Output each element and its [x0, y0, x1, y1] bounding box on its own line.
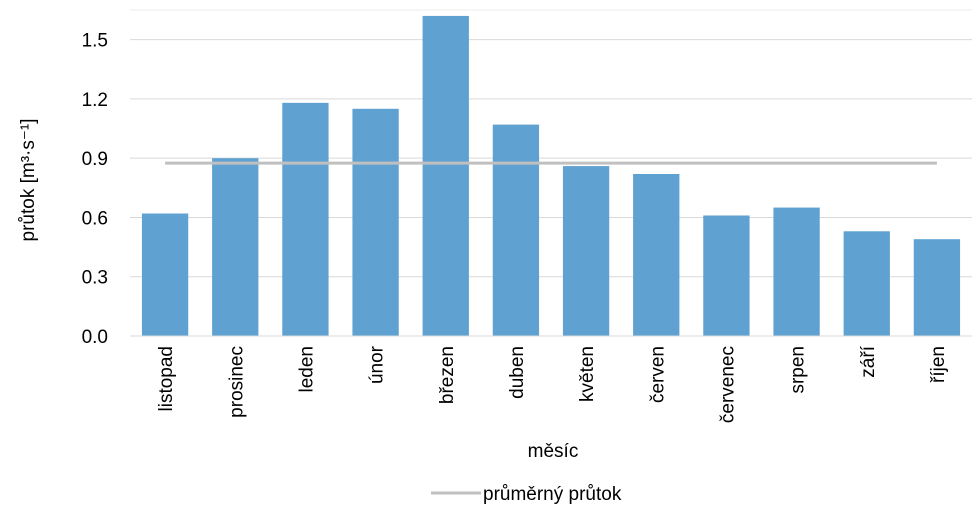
bar-leden — [282, 102, 329, 337]
y-axis-ticks: 0.0 0.3 0.6 0.9 1.2 1.5 — [82, 31, 108, 348]
bar-listopad — [141, 213, 189, 336]
bar-červen — [633, 173, 680, 336]
x-axis-ticks: listopad prosinec leden únor březen duben květ… — [156, 345, 949, 423]
x-tick-label: listopad — [156, 346, 177, 412]
y-tick-label: 1.5 — [82, 31, 108, 52]
x-tick-label: září — [858, 345, 879, 377]
x-tick-label: prosinec — [226, 346, 247, 418]
bar-srpen — [773, 207, 820, 336]
y-tick-label: 1.2 — [82, 90, 108, 111]
x-tick-label: leden — [296, 346, 317, 393]
y-tick-label: 0.0 — [82, 327, 108, 348]
x-tick-label: únor — [367, 345, 388, 384]
x-tick-label: duben — [507, 346, 528, 399]
x-tick-label: červenec — [717, 346, 738, 423]
bar-říjen — [913, 239, 961, 336]
y-axis-title: průtok [m³·s⁻¹] — [18, 119, 39, 242]
y-tick-label: 0.3 — [82, 268, 108, 289]
bar-únor — [352, 108, 399, 337]
legend: průměrný průtok — [431, 484, 622, 505]
bar-květen — [562, 166, 610, 336]
x-tick-label: červen — [647, 346, 668, 403]
gridlines — [130, 9, 972, 278]
legend-label: průměrný průtok — [483, 484, 622, 505]
bar-březen — [422, 15, 469, 336]
x-tick-label: srpen — [788, 346, 809, 394]
bar-series — [141, 15, 961, 337]
x-axis-title: měsíc — [528, 441, 579, 462]
y-tick-label: 0.6 — [82, 208, 108, 229]
bar-prosinec — [212, 158, 259, 336]
y-tick-label: 0.9 — [82, 149, 108, 170]
bar-září — [843, 231, 890, 336]
bar-duben — [492, 124, 540, 337]
x-tick-label: březen — [437, 346, 458, 404]
x-tick-label: květen — [577, 346, 598, 402]
bar-červenec — [703, 215, 750, 336]
x-tick-label: říjen — [928, 346, 949, 383]
